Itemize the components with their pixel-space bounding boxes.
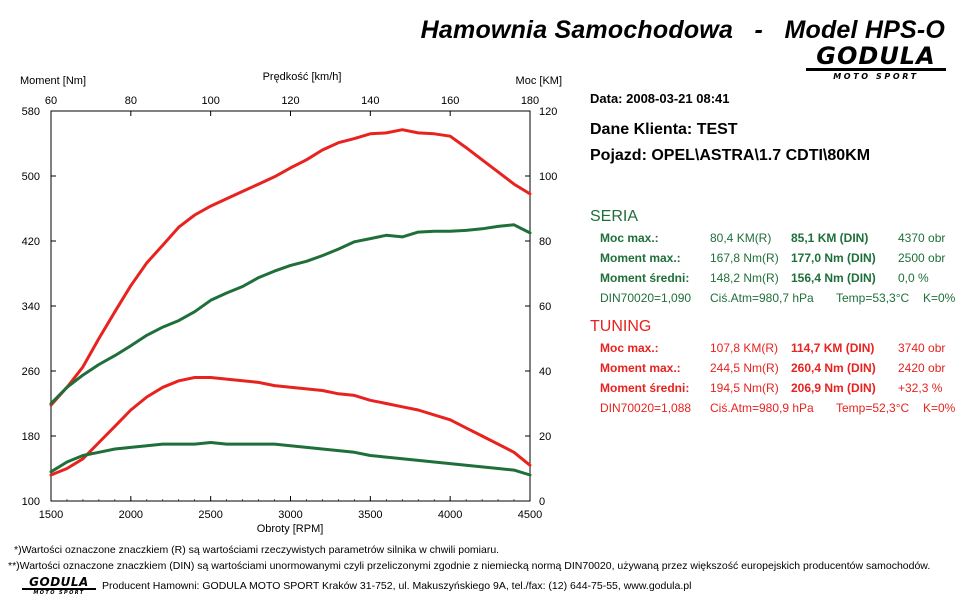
y-right-tick-label: 0 (539, 496, 545, 508)
vehicle-info: Pojazd: OPEL\ASTRA\1.7 CDTI\80KM (590, 147, 871, 164)
logo-subtitle: MOTO SPORT (833, 72, 919, 81)
x-tick-label: 3000 (278, 509, 302, 521)
seria-atm-pressure: Ciś.Atm=980,7 hPa (710, 291, 814, 305)
x-top-tick-label: 120 (281, 95, 299, 107)
seria-k-factor: K=0% (923, 291, 956, 305)
seria-title: SERIA (590, 208, 639, 225)
footnote-din: **)Wartości oznaczone znaczkiem (DIN) są… (8, 560, 931, 572)
x-tick-label: 1500 (39, 509, 63, 521)
seria-temperature: Temp=53,3°C (836, 291, 910, 305)
logo-subtitle-small: MOTO SPORT (33, 590, 85, 596)
seria-r-value: 167,8 Nm(R) (710, 251, 779, 265)
y-left-tick-label: 180 (22, 431, 40, 443)
seria-din-factor: DIN70020=1,090 (600, 291, 692, 305)
tuning-din-factor: DIN70020=1,088 (600, 401, 692, 415)
x-tick-label: 4500 (518, 509, 542, 521)
godula-logo: GODULA MOTO SPORT (806, 44, 946, 81)
seria-extra-value: 0,0 % (898, 271, 929, 285)
y-left-tick-label: 340 (22, 301, 40, 313)
page-title: Hamownia Samochodowa - Model HPS-O (420, 16, 945, 44)
seria-r-value: 148,2 Nm(R) (710, 271, 779, 285)
y-right-tick-label: 20 (539, 431, 551, 443)
y-left-tick-label: 260 (22, 366, 40, 378)
tuning-r-value: 244,5 Nm(R) (710, 361, 779, 375)
x-top-tick-label: 80 (125, 95, 137, 107)
tuning-atm-pressure: Ciś.Atm=980,9 hPa (710, 401, 814, 415)
y-left-tick-label: 580 (22, 106, 40, 118)
y-right-tick-label: 120 (539, 106, 557, 118)
axis-ticks (50, 110, 531, 502)
x-top-tick-label: 160 (441, 95, 459, 107)
x-top-tick-label: 100 (201, 95, 219, 107)
seria-label: Moment średni: (600, 271, 690, 285)
tuning-label: Moment max.: (600, 361, 681, 375)
seria-din-value: 177,0 Nm (DIN) (791, 251, 876, 265)
tuning-din-value: 206,9 Nm (DIN) (791, 381, 876, 395)
tuning-label: Moc max.: (600, 341, 659, 355)
seria-extra-value: 2500 obr (898, 251, 946, 265)
tuning-din-value: 114,7 KM (DIN) (791, 341, 875, 355)
y-right-tick-label: 40 (539, 366, 551, 378)
tuning-din-value: 260,4 Nm (DIN) (791, 361, 876, 375)
client-name: Dane Klienta: TEST (590, 121, 738, 138)
footnote-r: *)Wartości oznaczone znaczkiem (R) są wa… (14, 544, 500, 556)
producer-info: Producent Hamowni: GODULA MOTO SPORT Kra… (102, 580, 692, 592)
logo-word: GODULA (806, 44, 946, 71)
tuning-k-factor: K=0% (923, 401, 956, 415)
tuning-temperature: Temp=52,3°C (836, 401, 910, 415)
tuning-extra-value: 2420 obr (898, 361, 946, 375)
x-top-axis-label: Prędkość [km/h] (263, 71, 342, 83)
seria-label: Moc max.: (600, 231, 659, 245)
y-right-tick-label: 60 (539, 301, 551, 313)
tuning-r-value: 194,5 Nm(R) (710, 381, 779, 395)
seria-label: Moment max.: (600, 251, 681, 265)
seria-extra-value: 4370 obr (898, 231, 946, 245)
godula-logo-small: GODULA MOTO SPORT (22, 576, 96, 596)
x-tick-label: 2000 (119, 509, 143, 521)
axis-tick-labels: 1500 2000 2500 3000 3500 4000 4500 60 80 100 120 14… (22, 95, 558, 521)
logo-word-small: GODULA (22, 576, 96, 590)
tuning-extra-value: +32,3 % (898, 381, 943, 395)
seria-torque-line (49, 223, 532, 405)
tuning-torque-line (49, 128, 532, 407)
tuning-title: TUNING (590, 318, 652, 335)
seria-din-value: 85,1 KM (DIN) (791, 231, 869, 245)
y-right-axis-label: Moc [KM] (516, 75, 562, 87)
y-right-tick-label: 80 (539, 236, 551, 248)
measurement-date: Data: 2008-03-21 08:41 (590, 91, 730, 106)
y-right-tick-label: 100 (539, 171, 557, 183)
x-tick-label: 2500 (198, 509, 222, 521)
y-left-tick-label: 100 (22, 496, 40, 508)
x-tick-label: 3500 (358, 509, 382, 521)
x-tick-label: 4000 (438, 509, 462, 521)
tuning-power-line (49, 376, 532, 477)
tuning-r-value: 107,8 KM(R) (710, 341, 779, 355)
tuning-label: Moment średni: (600, 381, 690, 395)
x-top-tick-label: 180 (521, 95, 539, 107)
y-left-axis-label: Moment [Nm] (20, 75, 86, 87)
y-left-tick-label: 420 (22, 236, 40, 248)
series-lines (49, 128, 532, 477)
seria-din-value: 156,4 Nm (DIN) (791, 271, 876, 285)
x-axis-label: Obroty [RPM] (257, 523, 324, 535)
tuning-extra-value: 3740 obr (898, 341, 946, 355)
seria-r-value: 80,4 KM(R) (710, 231, 772, 245)
x-top-tick-label: 140 (361, 95, 379, 107)
seria-power-line (49, 441, 532, 477)
x-top-tick-label: 60 (45, 95, 57, 107)
y-left-tick-label: 500 (22, 171, 40, 183)
